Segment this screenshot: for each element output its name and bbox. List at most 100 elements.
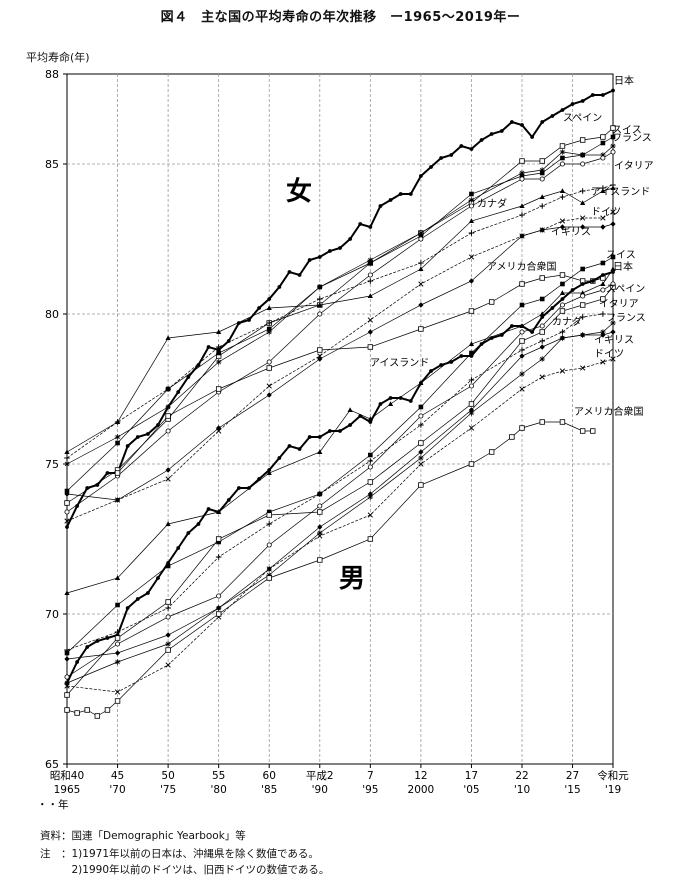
data-point	[165, 632, 171, 638]
data-point	[317, 255, 322, 259]
data-point	[165, 563, 171, 569]
data-point	[165, 413, 171, 419]
data-point	[388, 396, 393, 400]
series-female	[64, 182, 616, 461]
data-point	[348, 423, 353, 427]
data-point	[560, 155, 565, 161]
data-point	[468, 230, 475, 236]
data-point	[600, 296, 606, 302]
data-point	[611, 270, 615, 274]
data-point	[488, 299, 495, 305]
data-point	[347, 407, 353, 412]
data-point	[600, 359, 606, 365]
series-female	[114, 272, 606, 476]
data-point	[367, 494, 374, 500]
data-point	[64, 647, 70, 653]
data-point	[266, 329, 273, 335]
data-point	[468, 203, 474, 209]
series-label: カナダ	[477, 197, 507, 210]
data-point	[287, 444, 292, 448]
data-point	[488, 449, 495, 455]
data-point	[317, 353, 323, 359]
data-point	[64, 518, 70, 524]
series-label: アメリカ合衆国	[487, 260, 557, 273]
data-point	[418, 260, 424, 266]
data-point	[85, 645, 90, 649]
data-point	[216, 539, 221, 545]
data-point	[236, 486, 241, 490]
data-point	[580, 282, 585, 286]
data-point	[580, 293, 586, 299]
y-tick-label: 65	[45, 758, 59, 771]
data-point	[145, 591, 150, 595]
data-point	[307, 435, 312, 439]
data-point	[489, 132, 494, 136]
data-point	[559, 149, 566, 155]
data-point	[135, 597, 140, 601]
data-point	[266, 512, 272, 518]
series-label: 日本	[614, 74, 634, 87]
series-female	[64, 149, 616, 515]
data-point	[600, 140, 606, 146]
data-point	[580, 332, 586, 338]
data-point	[590, 93, 595, 97]
data-point	[266, 470, 272, 475]
x-tick-label-bottom: '05	[463, 784, 479, 796]
data-point	[367, 464, 373, 470]
data-point	[539, 338, 546, 344]
data-point	[226, 498, 231, 502]
data-point	[408, 192, 413, 196]
y-tick-label: 88	[45, 68, 59, 81]
data-point	[75, 660, 80, 664]
data-point	[499, 129, 504, 133]
series-line	[66, 331, 614, 660]
data-point	[429, 369, 433, 373]
data-point	[539, 158, 545, 164]
data-point	[469, 147, 474, 151]
data-point	[600, 134, 606, 140]
data-point	[519, 176, 525, 182]
data-point	[114, 698, 121, 704]
data-point	[479, 342, 484, 346]
x-tick-label-bottom: '75	[160, 784, 176, 796]
data-point	[156, 576, 160, 580]
data-point	[519, 233, 525, 239]
data-point	[479, 138, 484, 142]
data-point	[84, 707, 90, 713]
data-point	[539, 176, 545, 182]
data-point	[64, 650, 70, 656]
data-point	[468, 425, 475, 431]
data-point	[317, 533, 323, 539]
series-label: イギリス	[551, 226, 591, 238]
data-point	[64, 680, 70, 686]
data-point	[206, 345, 211, 349]
data-point	[358, 222, 363, 226]
data-point	[580, 99, 585, 103]
footnote-2: 2)1990年以前のドイツは、旧西ドイツの数値である。	[40, 864, 330, 876]
data-point	[519, 302, 525, 308]
series-label: フランス	[606, 312, 646, 324]
data-point	[216, 425, 222, 431]
x-tick-label-bottom: '85	[261, 784, 277, 796]
data-point	[530, 135, 535, 139]
data-point	[520, 123, 524, 127]
data-point	[610, 209, 616, 215]
data-point	[418, 233, 424, 239]
data-point	[216, 509, 222, 514]
data-point	[539, 344, 545, 350]
data-point	[590, 428, 596, 434]
x-tick-label-bottom: '95	[362, 784, 378, 796]
data-point	[579, 428, 586, 434]
data-point	[297, 447, 302, 451]
data-point	[418, 302, 424, 308]
data-point	[65, 525, 69, 529]
data-point	[539, 167, 546, 173]
series-label: イタリア	[599, 298, 639, 310]
data-point	[216, 350, 221, 356]
data-point	[165, 467, 171, 473]
data-point	[600, 224, 606, 230]
data-point	[114, 497, 121, 503]
data-point	[114, 689, 121, 695]
data-point	[266, 365, 272, 371]
x-tick-label-top: 22	[515, 770, 528, 782]
